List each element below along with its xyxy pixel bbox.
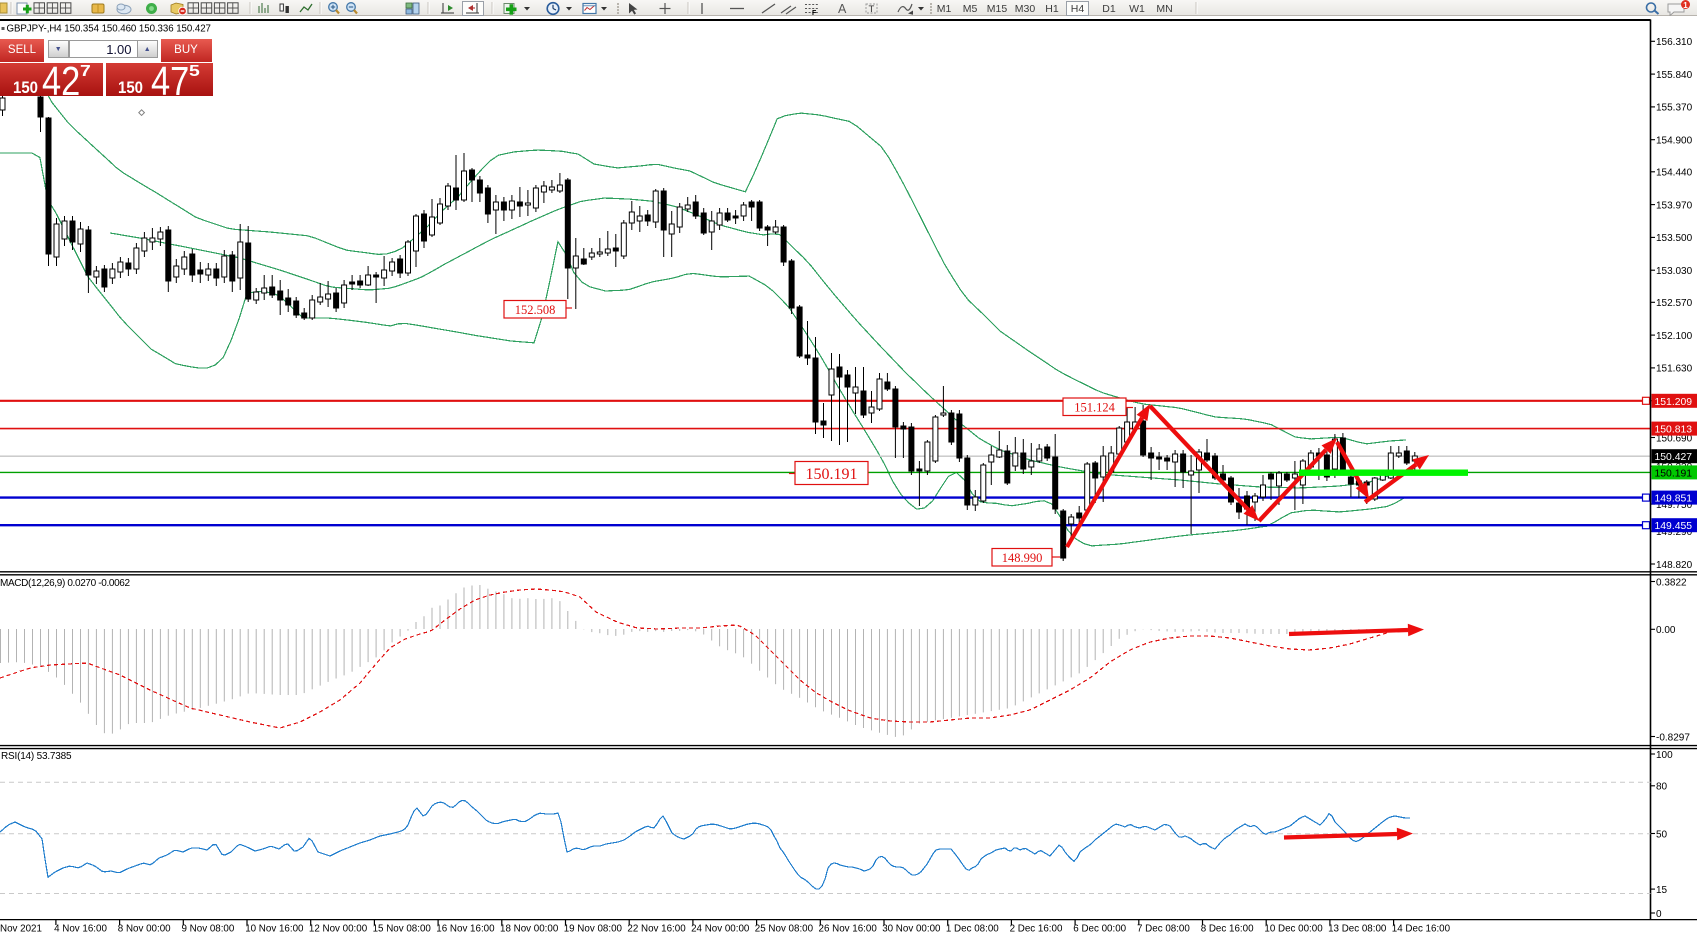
svg-text:T: T bbox=[869, 4, 875, 15]
svg-text:19 Nov 08:00: 19 Nov 08:00 bbox=[564, 924, 623, 935]
svg-text:1: 1 bbox=[1683, 1, 1688, 10]
svg-text:Nov 2021: Nov 2021 bbox=[0, 924, 42, 935]
svg-text:151.124: 151.124 bbox=[1074, 400, 1115, 414]
svg-text:152.100: 152.100 bbox=[1656, 331, 1693, 342]
svg-text:152.508: 152.508 bbox=[515, 303, 556, 317]
svg-text:18 Nov 00:00: 18 Nov 00:00 bbox=[500, 924, 559, 935]
svg-text:1 Dec 08:00: 1 Dec 08:00 bbox=[946, 924, 999, 935]
svg-text:16 Nov 16:00: 16 Nov 16:00 bbox=[436, 924, 495, 935]
svg-text:RSI(14) 53.7385: RSI(14) 53.7385 bbox=[1, 751, 72, 762]
svg-text:6 Dec 00:00: 6 Dec 00:00 bbox=[1073, 924, 1126, 935]
svg-text:12 Nov 00:00: 12 Nov 00:00 bbox=[309, 924, 368, 935]
svg-text:7 Dec 08:00: 7 Dec 08:00 bbox=[1137, 924, 1190, 935]
svg-text:14 Dec 16:00: 14 Dec 16:00 bbox=[1392, 924, 1451, 935]
svg-text:15 Nov 08:00: 15 Nov 08:00 bbox=[373, 924, 432, 935]
svg-text:155.370: 155.370 bbox=[1656, 103, 1693, 114]
svg-text:153.970: 153.970 bbox=[1656, 200, 1693, 211]
svg-text:154.440: 154.440 bbox=[1656, 168, 1693, 179]
svg-text:-0.8297: -0.8297 bbox=[1656, 732, 1690, 743]
svg-text:9 Nov 08:00: 9 Nov 08:00 bbox=[182, 924, 235, 935]
svg-text:150.813: 150.813 bbox=[1655, 425, 1693, 436]
svg-text:H4: H4 bbox=[1071, 3, 1085, 15]
svg-text:80: 80 bbox=[1656, 782, 1668, 793]
svg-text:H1: H1 bbox=[1045, 3, 1059, 15]
svg-text:150.427: 150.427 bbox=[1655, 452, 1693, 463]
svg-text:8 Nov 00:00: 8 Nov 00:00 bbox=[118, 924, 171, 935]
svg-text:50: 50 bbox=[1656, 829, 1668, 840]
svg-text:152.570: 152.570 bbox=[1656, 298, 1693, 309]
svg-text:M5: M5 bbox=[963, 3, 978, 15]
svg-text:155.840: 155.840 bbox=[1656, 70, 1693, 81]
svg-text:148.990: 148.990 bbox=[1002, 551, 1043, 565]
svg-text:MACD(12,26,9) 0.0270 -0.0062: MACD(12,26,9) 0.0270 -0.0062 bbox=[0, 578, 131, 589]
svg-text:M15: M15 bbox=[987, 3, 1008, 15]
svg-text:154.900: 154.900 bbox=[1656, 136, 1693, 147]
svg-text:30 Nov 00:00: 30 Nov 00:00 bbox=[882, 924, 941, 935]
svg-text:149.750: 149.750 bbox=[1656, 500, 1693, 511]
svg-text:MN: MN bbox=[1156, 3, 1172, 15]
svg-text:25 Nov 08:00: 25 Nov 08:00 bbox=[755, 924, 814, 935]
svg-text:4 Nov 16:00: 4 Nov 16:00 bbox=[54, 924, 107, 935]
svg-text:13 Dec 08:00: 13 Dec 08:00 bbox=[1328, 924, 1387, 935]
svg-text:M30: M30 bbox=[1015, 3, 1036, 15]
svg-text:0.00: 0.00 bbox=[1656, 625, 1676, 636]
svg-text:151.209: 151.209 bbox=[1655, 397, 1693, 408]
svg-text:100: 100 bbox=[1656, 750, 1673, 761]
svg-text:M1: M1 bbox=[937, 3, 952, 15]
svg-text:26 Nov 16:00: 26 Nov 16:00 bbox=[819, 924, 878, 935]
svg-text:A: A bbox=[838, 2, 847, 16]
svg-text:W1: W1 bbox=[1129, 3, 1145, 15]
svg-text:153.030: 153.030 bbox=[1656, 266, 1693, 277]
svg-text:149.290: 149.290 bbox=[1656, 527, 1693, 538]
svg-text:148.820: 148.820 bbox=[1656, 560, 1693, 571]
svg-text:2 Dec 16:00: 2 Dec 16:00 bbox=[1010, 924, 1063, 935]
svg-text:10 Dec 00:00: 10 Dec 00:00 bbox=[1264, 924, 1323, 935]
svg-text:153.500: 153.500 bbox=[1656, 233, 1693, 244]
svg-text:0: 0 bbox=[1656, 909, 1662, 920]
svg-text:156.310: 156.310 bbox=[1656, 37, 1693, 48]
svg-text:149.851: 149.851 bbox=[1655, 494, 1693, 505]
svg-text:151.630: 151.630 bbox=[1656, 364, 1693, 375]
svg-text:150.690: 150.690 bbox=[1656, 433, 1693, 444]
svg-text:10 Nov 16:00: 10 Nov 16:00 bbox=[245, 924, 304, 935]
svg-text:22 Nov 16:00: 22 Nov 16:00 bbox=[627, 924, 686, 935]
svg-text:150.191: 150.191 bbox=[806, 466, 858, 483]
svg-text:149.455: 149.455 bbox=[1655, 521, 1693, 532]
svg-text:150.191: 150.191 bbox=[1655, 468, 1693, 479]
svg-text:24 Nov 00:00: 24 Nov 00:00 bbox=[691, 924, 750, 935]
svg-text:15: 15 bbox=[1656, 885, 1668, 896]
svg-text:8 Dec 16:00: 8 Dec 16:00 bbox=[1201, 924, 1254, 935]
svg-text:F: F bbox=[812, 10, 817, 16]
svg-text:0.3822: 0.3822 bbox=[1656, 577, 1687, 588]
svg-text:D1: D1 bbox=[1102, 3, 1116, 15]
svg-text:GBPJPY-,H4 150.354 150.460 150: GBPJPY-,H4 150.354 150.460 150.336 150.4… bbox=[7, 24, 211, 35]
